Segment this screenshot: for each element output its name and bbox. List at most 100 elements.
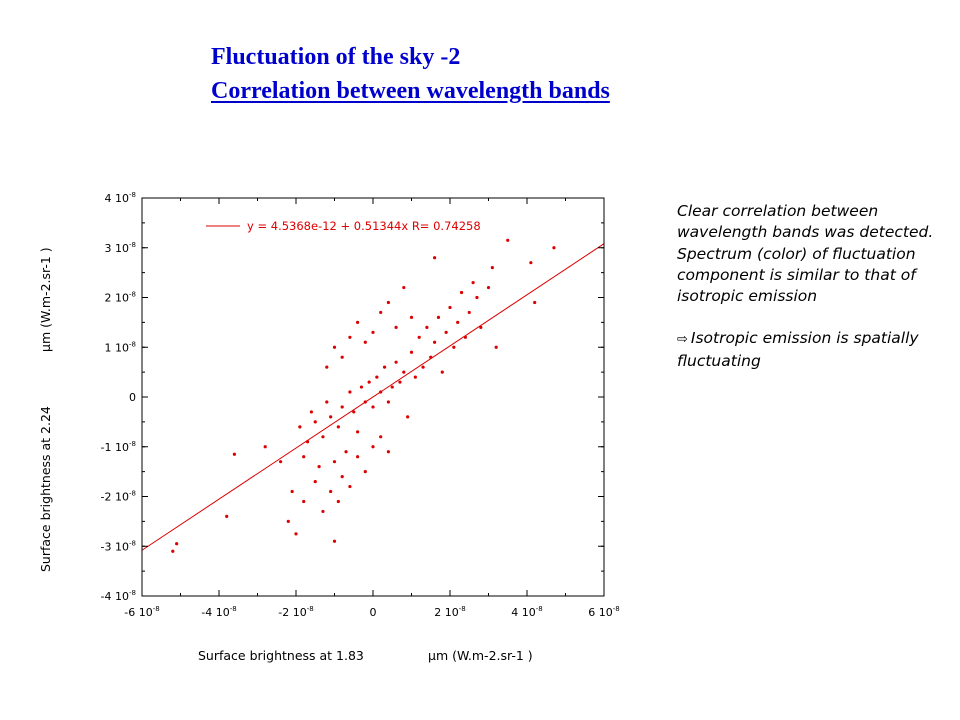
data-point — [313, 479, 317, 484]
data-point — [313, 420, 317, 424]
data-point — [332, 460, 337, 464]
data-point — [325, 365, 329, 369]
data-point — [305, 440, 310, 444]
data-point — [340, 405, 344, 409]
data-point — [379, 390, 383, 394]
data-point — [386, 300, 390, 305]
data-point — [171, 549, 175, 553]
data-point — [436, 315, 441, 319]
y-tick-label: -4 10-8 — [101, 589, 136, 603]
data-point — [329, 489, 333, 494]
slide-title: Fluctuation of the sky -2 Correlation be… — [211, 40, 610, 108]
data-point — [394, 360, 398, 364]
y-axis-label: Surface brightness at 2.24 — [38, 406, 53, 572]
conclusion-text: ⇨ Isotropic emission is spatially fluctua… — [677, 328, 947, 372]
x-tick-label: -6 10-8 — [124, 605, 159, 619]
regression-line — [141, 243, 605, 551]
data-point — [444, 330, 448, 334]
y-tick-label: -3 10-8 — [101, 539, 136, 553]
data-point — [533, 300, 537, 305]
y-tick-label: -1 10-8 — [101, 440, 136, 454]
explanation-text: Clear correlation between wavelength ban… — [677, 201, 947, 372]
data-point — [409, 350, 414, 354]
data-point — [363, 400, 367, 404]
data-point — [382, 365, 387, 369]
data-point — [371, 330, 375, 334]
data-point — [421, 365, 425, 369]
data-point — [356, 320, 360, 324]
data-point — [371, 445, 375, 449]
data-point — [433, 256, 437, 260]
data-point — [332, 539, 337, 543]
data-point — [506, 238, 510, 242]
data-point — [459, 290, 464, 295]
data-point — [367, 380, 371, 384]
data-point — [552, 246, 556, 250]
x-axis-unit: μm (W.m-2.sr-1 ) — [428, 648, 533, 663]
data-point — [429, 355, 433, 359]
x-tick-label: 0 — [370, 606, 377, 619]
y-tick-label: 3 10-8 — [105, 241, 136, 255]
data-point — [494, 345, 498, 349]
data-point — [440, 370, 444, 374]
data-point — [309, 410, 313, 414]
data-point — [486, 285, 491, 290]
data-point — [409, 315, 414, 319]
data-point — [529, 261, 533, 265]
data-point — [340, 355, 344, 359]
data-point — [329, 415, 333, 419]
data-point — [332, 345, 337, 349]
data-point — [471, 280, 475, 285]
data-point — [348, 484, 352, 489]
data-point — [371, 405, 375, 409]
data-point — [344, 450, 348, 454]
x-tick-label: 6 10-8 — [588, 605, 619, 619]
x-axis-label: Surface brightness at 1.83 — [198, 648, 364, 663]
data-point — [363, 470, 367, 474]
legend-label: y = 4.5368e-12 + 0.51344x R= 0.74258 — [247, 219, 481, 233]
data-point — [336, 425, 340, 429]
data-point — [352, 410, 356, 414]
data-point — [294, 532, 298, 536]
data-point — [425, 325, 429, 329]
data-point — [417, 335, 421, 339]
data-point — [321, 435, 325, 439]
data-point — [475, 295, 479, 300]
x-tick-label: 2 10-8 — [434, 605, 465, 619]
data-point — [321, 509, 325, 514]
data-point — [302, 499, 306, 504]
data-point — [340, 475, 344, 479]
x-tick-label: -2 10-8 — [278, 605, 313, 619]
data-point — [379, 310, 383, 315]
arrow-icon: ⇨ — [677, 332, 688, 348]
data-point — [479, 325, 483, 329]
data-point — [490, 266, 494, 270]
data-point — [390, 385, 394, 389]
note-line-1: Clear correlation between wavelength ban… — [677, 202, 934, 242]
data-point — [232, 452, 236, 456]
data-point — [225, 514, 229, 519]
y-tick-label: 4 10-8 — [105, 191, 136, 205]
data-point — [386, 450, 390, 454]
data-point — [413, 375, 417, 379]
data-point — [394, 325, 398, 329]
data-point — [356, 430, 360, 434]
data-point — [448, 305, 452, 310]
data-point — [356, 455, 360, 459]
title-line-2: Correlation between wavelength bands — [211, 78, 610, 104]
y-tick-label: 2 10-8 — [105, 291, 136, 305]
data-point — [336, 499, 340, 504]
data-point — [317, 465, 321, 469]
data-point — [379, 435, 383, 439]
note-line-2: Spectrum (color) of fluctuation componen… — [677, 244, 916, 306]
y-tick-label: 0 — [129, 391, 136, 404]
data-point — [386, 400, 390, 404]
data-point — [406, 415, 410, 419]
data-point — [290, 489, 294, 494]
conclusion-label: Isotropic emission is spatially fluctuat… — [677, 329, 919, 370]
data-point — [398, 380, 402, 384]
title-line-1: Fluctuation of the sky -2 — [211, 44, 461, 70]
data-point — [463, 335, 467, 339]
data-point — [348, 335, 352, 339]
data-point — [467, 310, 471, 315]
